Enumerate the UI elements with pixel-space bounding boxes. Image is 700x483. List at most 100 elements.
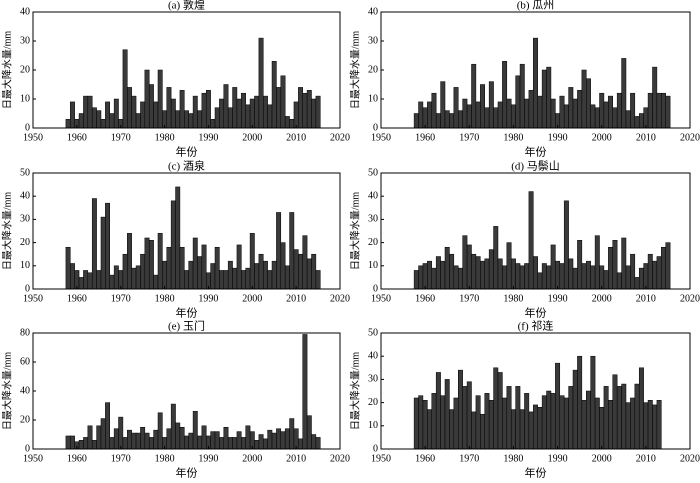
bar bbox=[616, 272, 622, 290]
bar bbox=[488, 81, 494, 129]
bar bbox=[586, 260, 591, 290]
bar bbox=[263, 438, 268, 450]
bar bbox=[497, 372, 503, 450]
bar bbox=[96, 425, 102, 450]
bar bbox=[497, 258, 503, 290]
bar bbox=[166, 87, 172, 129]
bar bbox=[188, 260, 194, 290]
bar bbox=[140, 253, 146, 290]
y-tick-label: 30 bbox=[368, 214, 378, 225]
bar bbox=[276, 212, 282, 290]
bar bbox=[267, 270, 273, 290]
bar bbox=[440, 81, 446, 129]
bar bbox=[179, 427, 185, 450]
bar bbox=[621, 58, 627, 129]
x-tick-label: 1970 bbox=[111, 132, 131, 143]
y-tick-label: 40 bbox=[20, 190, 30, 201]
x-tick-label: 1980 bbox=[155, 132, 175, 143]
bar bbox=[413, 113, 419, 129]
bar bbox=[105, 101, 111, 129]
bar bbox=[306, 258, 312, 290]
x-tick-label: 1980 bbox=[155, 293, 175, 304]
bar bbox=[449, 253, 455, 290]
bar bbox=[236, 431, 242, 450]
bar bbox=[475, 395, 481, 450]
bar bbox=[315, 437, 321, 450]
x-tick-label: 1960 bbox=[415, 293, 435, 304]
bar bbox=[515, 386, 521, 450]
bar bbox=[480, 260, 485, 290]
bar bbox=[581, 400, 587, 450]
bar bbox=[586, 78, 591, 129]
bar bbox=[306, 415, 312, 450]
bar bbox=[608, 95, 613, 129]
x-tick-label: 1990 bbox=[198, 293, 218, 304]
y-tick-label: 0 bbox=[373, 283, 378, 294]
bar bbox=[293, 428, 299, 450]
bar bbox=[153, 429, 159, 450]
y-tick-label: 10 bbox=[368, 260, 378, 271]
y-tick-label: 80 bbox=[20, 327, 30, 338]
bar bbox=[271, 432, 277, 450]
bar bbox=[427, 409, 433, 450]
bar bbox=[241, 270, 246, 290]
bar bbox=[284, 116, 290, 129]
x-tick-label: 2000 bbox=[242, 132, 262, 143]
y-tick-label: 40 bbox=[368, 6, 378, 17]
bar bbox=[131, 432, 137, 450]
bar bbox=[144, 69, 150, 129]
x-tick-label: 2000 bbox=[242, 453, 262, 464]
bar bbox=[453, 265, 459, 290]
bar bbox=[559, 95, 565, 129]
y-axis-label: 日最大降水量/mm bbox=[348, 31, 361, 110]
bar bbox=[638, 367, 644, 450]
bar bbox=[122, 437, 128, 450]
bar bbox=[594, 107, 600, 129]
bar bbox=[232, 267, 238, 290]
bar bbox=[210, 263, 216, 290]
x-tick-label: 1950 bbox=[23, 453, 43, 464]
x-axis-label: 年份 bbox=[525, 466, 547, 480]
bar bbox=[219, 437, 225, 450]
bar bbox=[179, 90, 185, 129]
y-tick-label: 50 bbox=[368, 167, 378, 178]
x-tick-label: 2020 bbox=[330, 132, 350, 143]
bar bbox=[302, 92, 308, 129]
bar bbox=[524, 393, 530, 450]
bar bbox=[83, 270, 89, 290]
x-tick-label: 1970 bbox=[459, 453, 479, 464]
bar bbox=[166, 246, 172, 290]
bar bbox=[170, 200, 176, 290]
bar bbox=[577, 240, 583, 290]
bar bbox=[135, 113, 141, 129]
bar bbox=[515, 263, 521, 290]
bar bbox=[422, 400, 428, 450]
bar bbox=[302, 334, 308, 450]
x-tick-label: 2020 bbox=[330, 293, 350, 304]
bar bbox=[127, 233, 132, 290]
bar bbox=[488, 249, 494, 290]
bar bbox=[559, 263, 565, 290]
y-tick-label: 10 bbox=[20, 93, 30, 104]
x-tick-label: 1990 bbox=[548, 293, 568, 304]
bar bbox=[413, 397, 419, 450]
bar bbox=[131, 267, 137, 290]
bar bbox=[302, 235, 308, 290]
bar bbox=[502, 265, 508, 290]
bar bbox=[435, 372, 441, 450]
bar bbox=[184, 110, 189, 129]
x-tick-label: 2010 bbox=[636, 453, 656, 464]
x-tick-label: 2010 bbox=[286, 453, 306, 464]
bar bbox=[293, 249, 299, 290]
bar bbox=[435, 113, 441, 129]
y-tick-label: 50 bbox=[20, 167, 30, 178]
bar bbox=[506, 242, 512, 290]
bar bbox=[590, 355, 596, 450]
bar bbox=[563, 397, 569, 450]
bar bbox=[581, 69, 587, 129]
bar bbox=[621, 237, 627, 290]
bar bbox=[444, 110, 450, 129]
bar bbox=[249, 233, 255, 290]
bar bbox=[466, 244, 472, 290]
bar bbox=[175, 422, 181, 450]
